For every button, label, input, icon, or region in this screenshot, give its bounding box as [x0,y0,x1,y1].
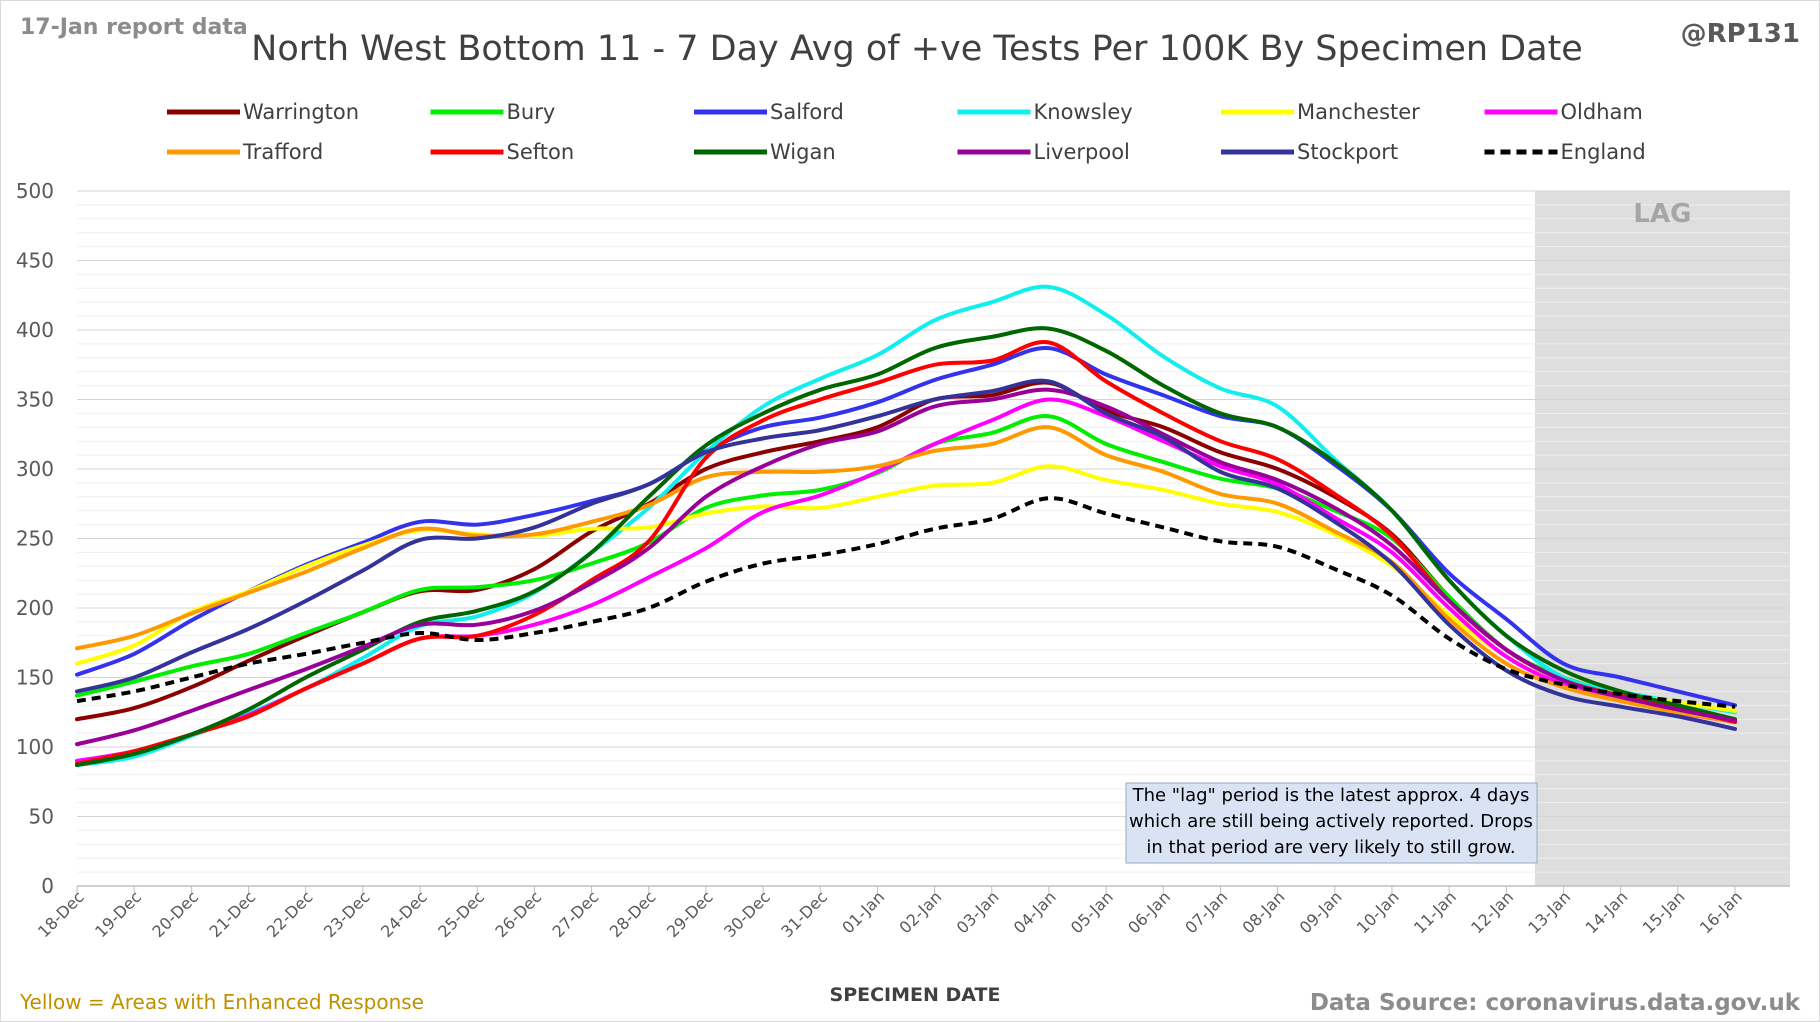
lag-note: The "lag" period is the latest approx. 4… [1125,782,1538,864]
y-tick-label: 250 [16,527,54,551]
y-tick-label: 450 [16,249,54,273]
legend-label-trafford: Trafford [242,140,323,164]
y-tick-label: 300 [16,457,54,481]
y-tick-label: 400 [16,318,54,342]
y-tick-label: 0 [41,874,54,898]
series-line-liverpool [75,387,1737,747]
series-line-england [76,496,1736,709]
legend-label-bury: Bury [507,100,556,124]
legend-label-manchester: Manchester [1297,100,1420,124]
legend-label-salford: Salford [770,100,844,124]
lag-label: LAG [1633,199,1691,229]
data-source: Data Source: coronavirus.data.gov.uk [1310,990,1801,1016]
x-axis-label: SPECIMEN DATE [830,984,1001,1006]
series-line-salford [75,346,1737,708]
lag-note-line-2: which are still being actively reported.… [1129,811,1533,832]
series-line-trafford [75,425,1737,724]
legend-label-knowsley: Knowsley [1034,100,1133,124]
lag-note-box [1125,782,1538,864]
legend-label-england: England [1561,140,1646,164]
lag-note-line-1: The "lag" period is the latest approx. 4… [1132,785,1530,806]
series-line-manchester [75,464,1737,713]
series-line-stockport [75,378,1737,731]
y-tick-label: 150 [16,666,54,690]
lag-note-line-3: in that period are very likely to still … [1146,837,1515,858]
legend-label-warrington: Warrington [243,100,359,124]
report-date-label: 17-Jan report data [20,15,248,40]
y-tick-label: 500 [16,179,54,203]
legend-label-liverpool: Liverpool [1034,140,1130,164]
legend-label-oldham: Oldham [1561,100,1643,124]
author-handle: @RP131 [1681,19,1800,49]
y-tick-label: 350 [16,388,54,412]
enhanced-response-note: Yellow = Areas with Enhanced Response [19,990,424,1014]
legend: Warrington Bury Salford Knowsley Manchester O… [167,100,1646,164]
chart-title: North West Bottom 11 - 7 Day Avg of +ve … [251,29,1583,69]
legend-label-stockport: Stockport [1297,140,1398,164]
legend-label-sefton: Sefton [507,140,575,164]
series-line-wigan [75,326,1737,768]
plot-area [75,284,1737,768]
y-tick-label: 100 [16,735,54,759]
y-tick-label: 200 [16,596,54,620]
legend-label-wigan: Wigan [770,140,836,164]
y-tick-label: 50 [29,805,54,829]
